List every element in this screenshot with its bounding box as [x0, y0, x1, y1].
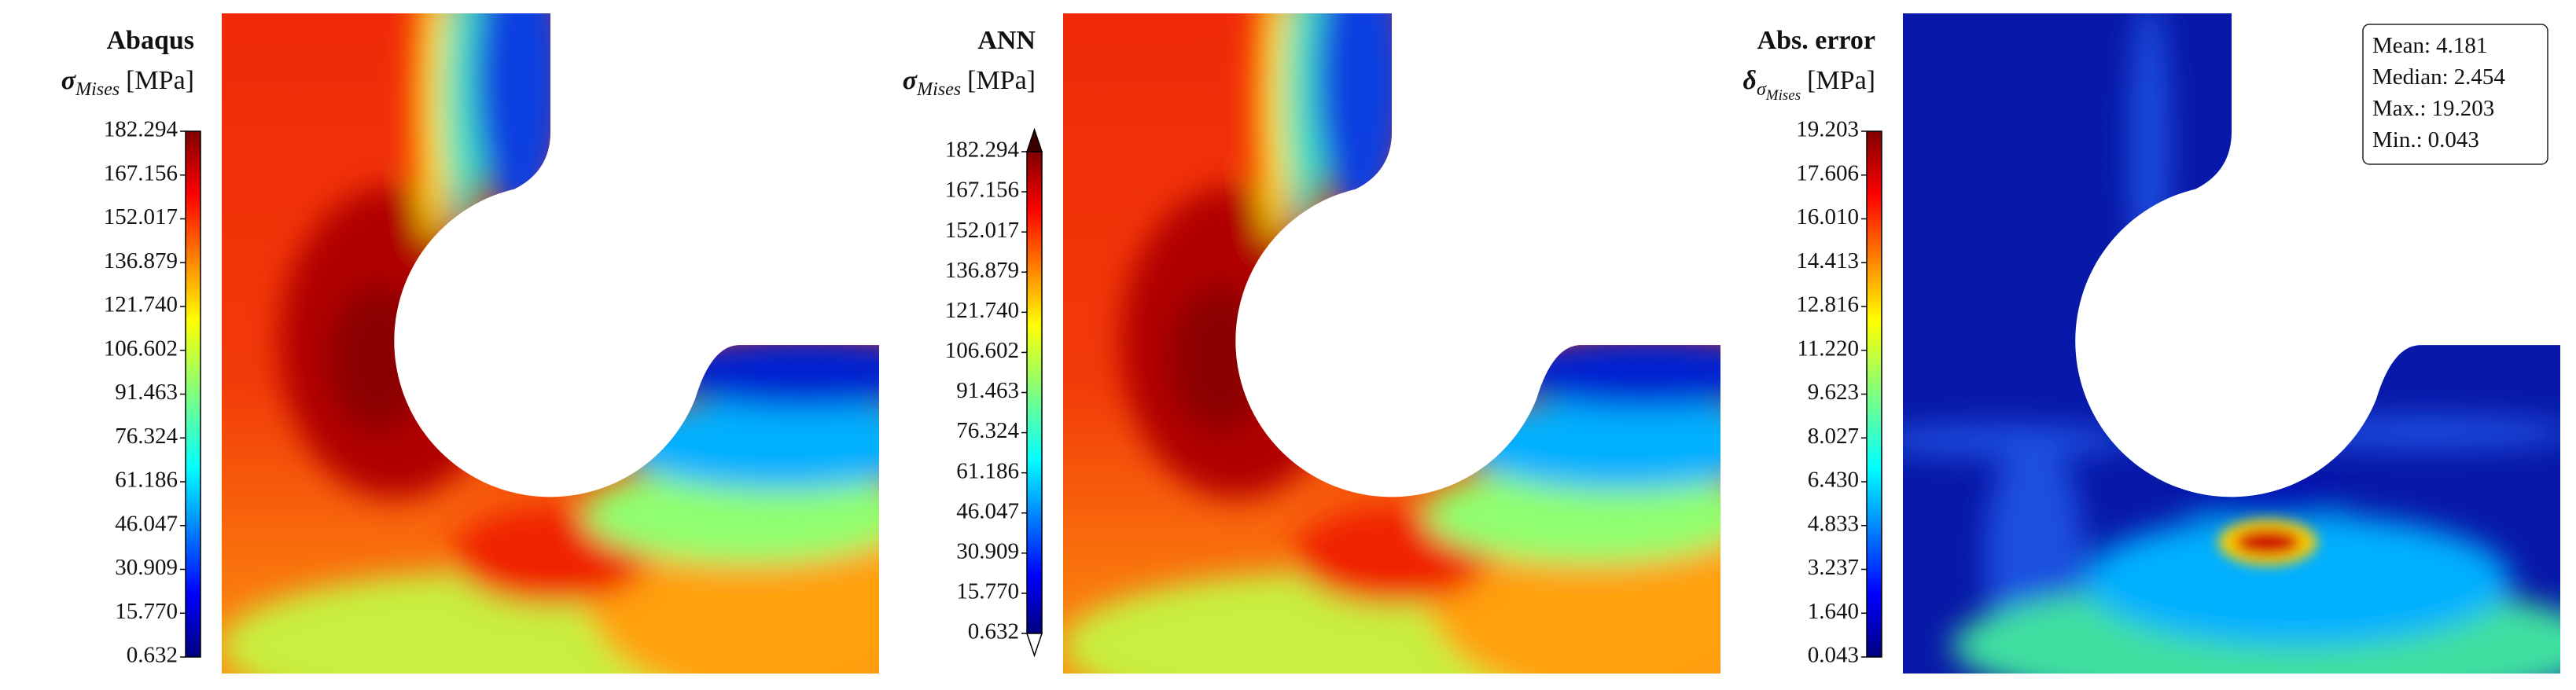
label-subsubscript: Mises — [1765, 87, 1801, 104]
stats-value: 0.043 — [2428, 127, 2479, 152]
colorbar-tick-label: 12.816 — [1796, 292, 1859, 317]
stats-box — [2362, 24, 2548, 165]
stats-label: Min.: — [2372, 127, 2423, 152]
field-plot — [189, 0, 953, 690]
colorbar-tick-label: 15.770 — [115, 599, 178, 624]
colorbar-tick-label: 1.640 — [1808, 599, 1859, 624]
colorbar-label: δσMises [MPa] — [1743, 66, 1875, 104]
colorbar-tick-label: 0.043 — [1808, 643, 1859, 668]
colorbar-tick-label: 121.740 — [945, 298, 1019, 323]
colorbar-tick-label: 61.186 — [115, 468, 178, 493]
stats-entry: Max.: 19.203 — [2372, 96, 2494, 121]
colorbar — [1026, 151, 1043, 634]
colorbar-tick-label: 0.632 — [127, 643, 178, 668]
colorbar-tick-label: 11.220 — [1797, 336, 1859, 361]
panel-title: Abs. error — [1757, 26, 1875, 55]
colorbar-extend-min — [1025, 633, 1043, 658]
panel-title: ANN — [977, 26, 1036, 55]
label-unit: [MPa] — [967, 66, 1036, 95]
colorbar-tick-label: 136.879 — [104, 248, 178, 273]
colorbar-label: σMises [MPa] — [903, 66, 1036, 100]
colorbar-tick-label: 19.203 — [1796, 117, 1859, 142]
colorbar-tick-label: 106.602 — [104, 336, 178, 361]
colorbar — [1866, 130, 1882, 658]
colorbar-tick-label: 9.623 — [1808, 380, 1859, 405]
colorbar-tick-label: 152.017 — [945, 218, 1019, 243]
colorbar-tick-label: 91.463 — [115, 380, 178, 405]
colorbar-tick-label: 3.237 — [1808, 555, 1859, 580]
colorbar-tick-label: 76.324 — [115, 424, 178, 449]
colorbar-tick-label: 6.430 — [1808, 468, 1859, 493]
stats-entry: Median: 2.454 — [2372, 64, 2505, 90]
colorbar-tick-label: 15.770 — [956, 579, 1019, 604]
colorbar-tick-label: 182.294 — [945, 138, 1020, 163]
colorbar-tick-label: 30.909 — [956, 538, 1019, 563]
label-symbol: σ — [61, 66, 77, 95]
field-plot — [1030, 0, 1794, 690]
colorbar-tick-label: 136.879 — [945, 258, 1019, 283]
colorbar-label: σMises [MPa] — [61, 66, 194, 100]
stats-label: Max.: — [2372, 96, 2426, 121]
colorbar-tick-label: 4.833 — [1808, 511, 1859, 536]
panel-title: Abaqus — [106, 26, 194, 55]
colorbar-tick-label: 91.463 — [956, 378, 1019, 403]
colorbar-tick-label: 8.027 — [1808, 424, 1859, 449]
colorbar-tick-label: 182.294 — [104, 117, 178, 142]
colorbar-extend-max — [1025, 127, 1043, 152]
colorbar-tick-label: 121.740 — [104, 292, 178, 317]
colorbar-tick-label: 0.632 — [968, 619, 1019, 644]
stats-value: 4.181 — [2436, 33, 2487, 58]
stats-value: 2.454 — [2454, 64, 2506, 90]
colorbar-tick-label: 46.047 — [956, 498, 1019, 523]
label-subscript: Mises — [916, 79, 961, 100]
label-subscript: Mises — [75, 79, 120, 100]
colorbar-tick-label: 46.047 — [115, 511, 178, 536]
label-subscript: σ — [1757, 79, 1767, 100]
label-unit: [MPa] — [1807, 66, 1875, 95]
colorbar-tick-label: 61.186 — [956, 458, 1019, 483]
label-symbol: δ — [1743, 66, 1757, 95]
colorbar — [185, 130, 201, 658]
stats-entry: Mean: 4.181 — [2372, 33, 2487, 58]
label-symbol: σ — [903, 66, 918, 95]
stats-label: Mean: — [2372, 33, 2431, 58]
colorbar-tick-label: 16.010 — [1796, 204, 1859, 229]
stats-value: 19.203 — [2431, 96, 2494, 121]
stats-label: Median: — [2372, 64, 2449, 90]
colorbar-tick-label: 106.602 — [945, 338, 1019, 363]
colorbar-tick-label: 17.606 — [1796, 160, 1859, 185]
colorbar-tick-label: 76.324 — [956, 418, 1019, 443]
colorbar-tick-label: 14.413 — [1796, 248, 1859, 273]
colorbar-tick-label: 152.017 — [104, 204, 178, 229]
label-unit: [MPa] — [126, 66, 194, 95]
stats-entry: Min.: 0.043 — [2372, 127, 2479, 152]
colorbar-tick-label: 167.156 — [945, 178, 1019, 203]
colorbar-tick-label: 167.156 — [104, 160, 178, 185]
colorbar-tick-label: 30.909 — [115, 555, 178, 580]
